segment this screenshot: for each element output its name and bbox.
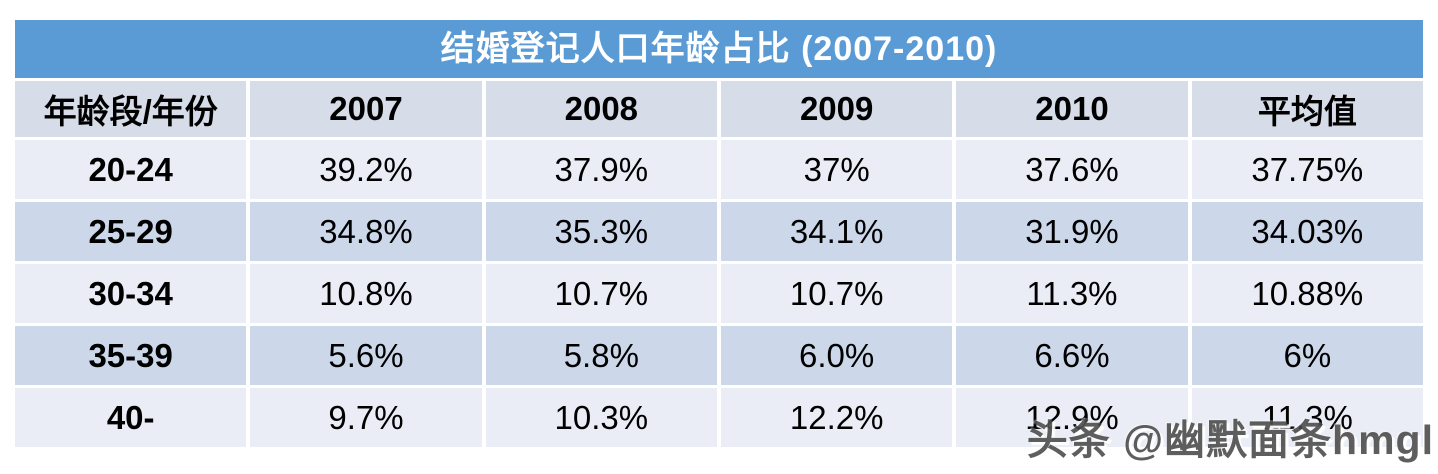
value-cell: 10.7% (720, 264, 953, 323)
value-cell: 11.3% (1191, 388, 1423, 447)
header-row: 年龄段/年份 2007 2008 2009 2010 平均值 (15, 81, 1423, 137)
age-distribution-table: 年龄段/年份 2007 2008 2009 2010 平均值 20-24 39.2% 37.9… (11, 78, 1427, 450)
value-cell: 34.8% (250, 202, 482, 261)
row-label-cell: 40- (15, 388, 247, 447)
column-header: 2008 (485, 81, 717, 137)
value-cell: 37.6% (956, 140, 1188, 199)
value-cell: 11.3% (956, 264, 1188, 323)
value-cell: 35.3% (485, 202, 717, 261)
table-row: 40- 9.7% 10.3% 12.2% 12.9% 11.3% (15, 388, 1423, 447)
column-header: 平均值 (1191, 81, 1423, 137)
value-cell: 10.8% (250, 264, 482, 323)
row-label-cell: 35-39 (15, 326, 247, 385)
value-cell: 34.1% (720, 202, 953, 261)
table-title: 结婚登记人口年龄占比 (2007-2010) (15, 20, 1423, 78)
value-cell: 6.0% (720, 326, 953, 385)
table-container: 结婚登记人口年龄占比 (2007-2010) 年龄段/年份 2007 2008 200… (15, 20, 1423, 450)
column-header: 2009 (720, 81, 953, 137)
table-row: 30-34 10.8% 10.7% 10.7% 11.3% 10.88% (15, 264, 1423, 323)
value-cell: 10.3% (485, 388, 717, 447)
value-cell: 10.7% (485, 264, 717, 323)
value-cell: 10.88% (1191, 264, 1423, 323)
column-header: 年龄段/年份 (15, 81, 247, 137)
row-label-cell: 20-24 (15, 140, 247, 199)
value-cell: 6.6% (956, 326, 1188, 385)
column-header: 2010 (956, 81, 1188, 137)
table-row: 20-24 39.2% 37.9% 37% 37.6% 37.75% (15, 140, 1423, 199)
table-body: 20-24 39.2% 37.9% 37% 37.6% 37.75% 25-29 34.8% 3… (15, 140, 1423, 447)
value-cell: 37.9% (485, 140, 717, 199)
value-cell: 5.6% (250, 326, 482, 385)
value-cell: 5.8% (485, 326, 717, 385)
value-cell: 37% (720, 140, 953, 199)
value-cell: 9.7% (250, 388, 482, 447)
value-cell: 6% (1191, 326, 1423, 385)
value-cell: 37.75% (1191, 140, 1423, 199)
table-row: 35-39 5.6% 5.8% 6.0% 6.6% 6% (15, 326, 1423, 385)
row-label-cell: 30-34 (15, 264, 247, 323)
value-cell: 12.2% (720, 388, 953, 447)
table-row: 25-29 34.8% 35.3% 34.1% 31.9% 34.03% (15, 202, 1423, 261)
table-header: 年龄段/年份 2007 2008 2009 2010 平均值 (15, 81, 1423, 137)
value-cell: 12.9% (956, 388, 1188, 447)
value-cell: 39.2% (250, 140, 482, 199)
value-cell: 31.9% (956, 202, 1188, 261)
row-label-cell: 25-29 (15, 202, 247, 261)
column-header: 2007 (250, 81, 482, 137)
value-cell: 34.03% (1191, 202, 1423, 261)
